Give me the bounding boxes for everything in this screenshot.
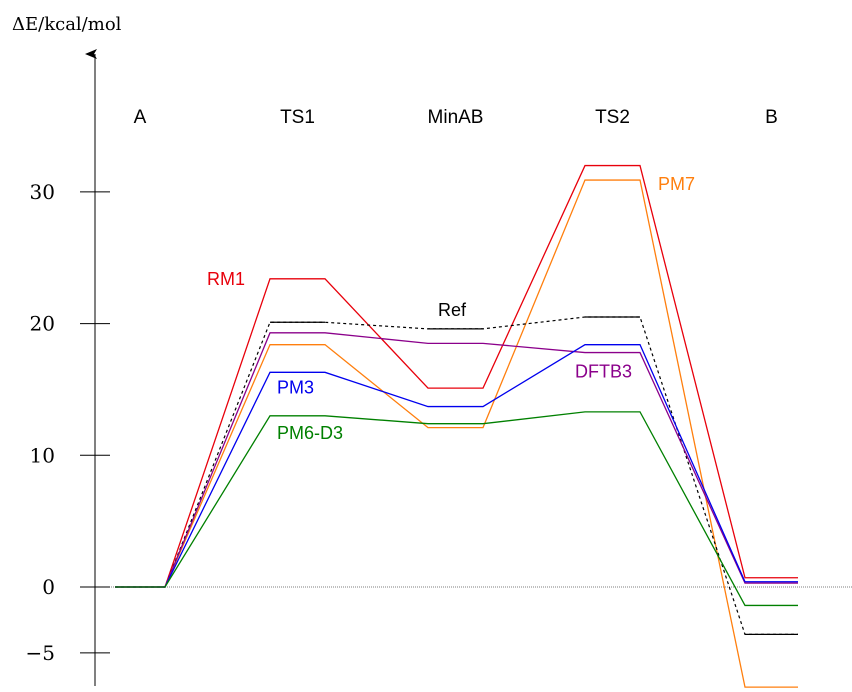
series-line-pm3: [115, 344, 798, 588]
series-label-pm3: PM3: [277, 377, 314, 397]
category-label: MinAB: [428, 107, 484, 128]
series-line-pm6-d3: [115, 411, 798, 607]
y-tick-label: 0: [42, 575, 55, 599]
y-axis-label: ΔE/kcal/mol: [12, 14, 122, 35]
category-label: TS2: [595, 107, 630, 128]
y-tick-label: 30: [30, 180, 55, 204]
label-group: A TS1 MinAB TS2 B RM1 PM7 Ref DFTB3 PM3 PM6-D3: [134, 107, 778, 443]
series-line-pm7: [115, 179, 798, 688]
category-label: A: [134, 107, 147, 128]
y-axis: [85, 49, 852, 686]
y-tick-label: 20: [30, 312, 55, 336]
y-tick-label: −5: [26, 641, 55, 665]
y-tick-group: 30 20 10 0 −5: [26, 180, 110, 665]
category-label: B: [765, 107, 778, 128]
series-label-ref: Ref: [438, 300, 467, 320]
y-tick-label: 10: [30, 443, 55, 467]
series-label-pm7: PM7: [658, 174, 695, 194]
series-label-rm1: RM1: [207, 269, 245, 289]
category-label: TS1: [280, 107, 315, 128]
series-group: [115, 164, 798, 688]
series-line-ref: [115, 316, 798, 636]
series-label-pm6-d3: PM6-D3: [277, 423, 343, 443]
series-line-rm1: [115, 164, 798, 588]
series-label-dftb3: DFTB3: [575, 362, 632, 382]
series-line-dftb3: [115, 332, 798, 588]
